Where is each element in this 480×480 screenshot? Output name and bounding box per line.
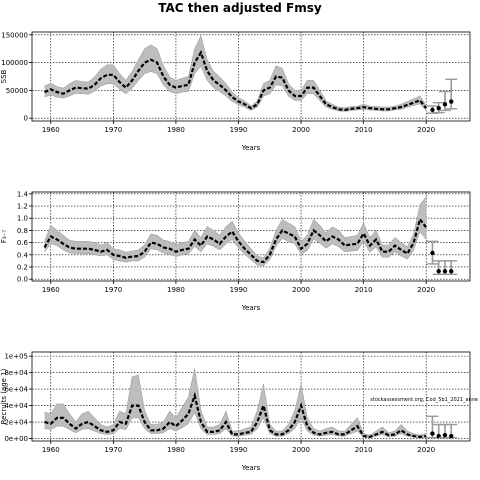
x-tick-label: 1980 [167, 286, 185, 294]
y-tick-label: 4e+04 [4, 402, 28, 410]
x-tick-label: 1980 [167, 126, 185, 134]
forecast-point [442, 433, 448, 438]
y-tick-label: 100000 [1, 59, 28, 67]
y-tick-label: 0.4 [17, 251, 29, 259]
plot-frame [31, 351, 471, 442]
x-tick-label: 2020 [417, 286, 435, 294]
forecast-point [449, 99, 454, 104]
x-tick-label: 1990 [230, 446, 248, 454]
y-tick-label: 0 [24, 115, 28, 123]
x-tick-label: 1990 [230, 286, 248, 294]
x-tick-label: 1990 [230, 126, 248, 134]
forecast-point [436, 106, 441, 111]
y-axis-label: Recruits (age 1) [0, 368, 8, 424]
y-tick-label: 0.2 [17, 263, 28, 271]
x-axis-label: Years [241, 144, 261, 152]
chart-title: TAC then adjusted Fmsy [158, 1, 322, 15]
x-tick-label: 2010 [355, 126, 373, 134]
forecast-point [442, 269, 448, 274]
x-tick-label: 2010 [355, 446, 373, 454]
x-axis-label: Years [241, 464, 261, 472]
y-tick-label: 6e+04 [4, 386, 28, 394]
band-upper-edge [44, 196, 427, 259]
y-tick-label: 1.4 [17, 190, 29, 198]
x-tick-label: 2000 [292, 286, 310, 294]
band-upper-edge [44, 368, 427, 436]
x-tick-label: 1970 [104, 286, 122, 294]
x-tick-label: 2020 [417, 446, 435, 454]
panel-ssb: 1960 1970 1980 1990 2000 2010 2020 0 50000 100000… [0, 31, 471, 152]
forecast-point [430, 107, 435, 113]
y-tick-label: 8e+04 [4, 369, 28, 377]
y-tick-label: 1.2 [17, 203, 28, 211]
forecast-point [442, 102, 448, 107]
x-tick-label: 1970 [104, 446, 122, 454]
x-axis-label: Years [241, 304, 261, 312]
forecast-point [436, 269, 441, 274]
y-axis-label: SSB [0, 69, 8, 83]
x-tick-label: 1980 [167, 446, 185, 454]
y-tick-label: 1e+05 [4, 353, 28, 361]
y-tick-label: 0.6 [17, 239, 29, 247]
plot-frame [31, 31, 471, 122]
x-tick-label: 1960 [42, 446, 60, 454]
forecast-point [430, 250, 435, 256]
confidence-band [44, 196, 427, 266]
panel-recruits: 1960 1970 1980 1990 2000 2010 2020 0e+00 2e+04 4e… [0, 351, 471, 472]
x-tick-label: 2000 [292, 446, 310, 454]
forecast-point [430, 431, 435, 436]
forecast-point [449, 433, 454, 439]
plot-frame [31, 191, 471, 282]
x-tick-label: 2010 [355, 286, 373, 294]
source-note: stockassessment.org, Cod_5b1_2021_anne [370, 397, 478, 403]
estimate-line [44, 50, 428, 112]
forecast-point [449, 269, 454, 274]
x-tick-label: 2020 [417, 126, 435, 134]
estimate-line [44, 391, 427, 439]
confidence-band [44, 35, 427, 112]
x-tick-label: 1960 [42, 286, 60, 294]
x-tick-label: 1960 [42, 126, 60, 134]
band-lower-edge [44, 65, 427, 112]
confidence-band [44, 368, 427, 438]
panel-fbar: 1960 1970 1980 1990 2000 2010 2020 0.0 0.2 0.4 0.6… [0, 190, 471, 312]
y-tick-label: 0.8 [17, 227, 28, 235]
panels: 1960 1970 1980 1990 2000 2010 2020 0 50000 100000… [0, 31, 471, 472]
band-upper-edge [44, 35, 427, 109]
y-tick-label: 2e+04 [4, 419, 28, 427]
y-tick-label: 1.0 [17, 215, 28, 223]
x-tick-label: 1970 [104, 126, 122, 134]
y-tick-label: 0e+00 [4, 435, 28, 443]
x-tick-label: 2000 [292, 126, 310, 134]
estimate-line [43, 216, 428, 264]
y-tick-label: 150000 [1, 31, 28, 39]
y-tick-label: 50000 [6, 87, 28, 95]
band-lower-edge [44, 230, 427, 267]
y-tick-label: 0.0 [17, 276, 28, 284]
y-axis-label: F₃₋₇ [0, 230, 8, 244]
